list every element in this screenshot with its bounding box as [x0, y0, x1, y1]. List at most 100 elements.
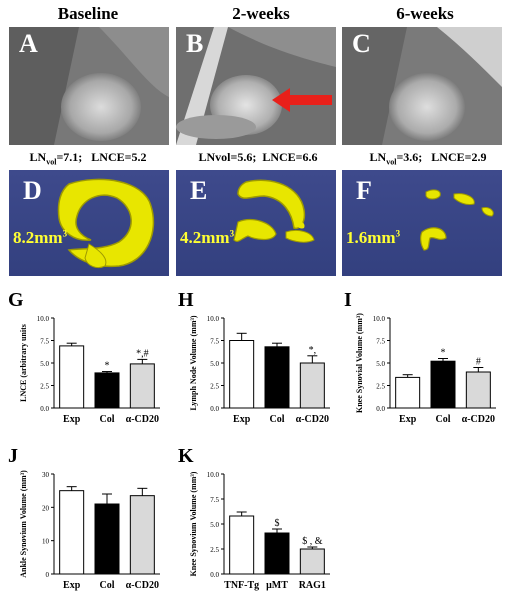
- ln-value: =7.1;: [56, 150, 83, 164]
- volume-value: 1.6mm: [346, 228, 396, 247]
- panel-label-i: I: [344, 289, 352, 311]
- ln-sub: vol: [386, 157, 397, 167]
- y-tick-label: 10.0: [207, 471, 220, 479]
- mri-panel-c: C: [342, 27, 502, 145]
- category-label: Col: [436, 414, 451, 425]
- category-label: Col: [270, 414, 285, 425]
- category-label: Exp: [63, 580, 81, 591]
- category-label: α-CD20: [126, 580, 159, 591]
- panel-label-a: A: [19, 29, 38, 58]
- chart-j: J 0 10 20 30 Ankle Synovium Volume (mm³) Exp Co…: [8, 445, 160, 591]
- y-tick-label: 0.0: [40, 405, 49, 413]
- significance-mark: #: [476, 357, 481, 368]
- volume-exp: 3: [229, 228, 235, 239]
- volume-label-f: 1.6mm3: [346, 228, 400, 248]
- category-label: α-CD20: [126, 414, 159, 425]
- y-tick-label: 2.5: [210, 546, 219, 554]
- lymph-node-mesh-f: [420, 189, 494, 251]
- volume-exp: 3: [395, 228, 401, 239]
- header-2-weeks: 2-weeks: [232, 4, 290, 23]
- y-tick-label: 5.0: [40, 360, 49, 368]
- bar: [299, 548, 325, 575]
- category-label: μMT: [266, 580, 288, 591]
- y-axis-label: LNCE (arbitrary units: [19, 324, 28, 402]
- bar: [430, 360, 456, 409]
- bar: [229, 340, 255, 409]
- category-label: Col: [100, 580, 115, 591]
- significance-mark: *: [441, 348, 446, 359]
- header-baseline: Baseline: [57, 4, 119, 23]
- render-panel-f: F 1.6mm3: [342, 170, 502, 276]
- category-label: Exp: [63, 414, 81, 425]
- bar: [264, 346, 290, 409]
- category-label: RAG1: [299, 580, 326, 591]
- ln-prefix: LN: [29, 150, 47, 164]
- y-tick-label: 0.0: [376, 405, 385, 413]
- category-label: Exp: [233, 414, 251, 425]
- volume-value: 8.2mm: [13, 228, 63, 247]
- y-tick-label: 10.0: [37, 315, 50, 323]
- bar: [129, 363, 155, 409]
- chart-h: H 0.0 2.5 5.0 7.5 10.0 Lymph Node Volume (mm³)…: [178, 289, 330, 425]
- mri-image-a: [9, 27, 169, 145]
- significance-mark: *,#: [136, 348, 149, 359]
- category-label: TNF-Tg: [224, 580, 259, 591]
- y-axis-label: Knee Synovial Volume (mm³): [355, 313, 364, 413]
- measurement-b: LNvol=5.6; LNCE=6.6: [173, 150, 343, 165]
- chart-i: I 0.0 2.5 5.0 7.5 10.0 Knee Synovial Volume (m…: [344, 289, 496, 425]
- lymph-node-mesh-d: [57, 178, 155, 269]
- y-tick-label: 30: [42, 471, 50, 479]
- bar: [465, 371, 491, 409]
- panel-label-d: D: [23, 176, 42, 205]
- y-tick-label: 2.5: [210, 383, 219, 391]
- y-tick-label: 2.5: [376, 383, 385, 391]
- mri-panel-a: A: [9, 27, 169, 145]
- significance-mark: *,: [309, 345, 317, 356]
- y-tick-label: 10.0: [207, 315, 220, 323]
- mri-image-c: [342, 27, 502, 145]
- y-tick-label: 7.5: [40, 338, 49, 346]
- ln-prefix: LNvol: [198, 150, 231, 164]
- chart-g: G 0.0 2.5 5.0 7.5 10.0 LNCE (arbitrary units Ex…: [8, 289, 160, 425]
- bar: [229, 515, 255, 575]
- ln-prefix: LN: [369, 150, 387, 164]
- y-tick-label: 20: [42, 504, 50, 512]
- category-label: Col: [100, 414, 115, 425]
- ln-sub: vol: [46, 157, 57, 167]
- bar: [94, 372, 120, 409]
- significance-mark: $ , &: [302, 536, 323, 547]
- volume-label-d: 8.2mm3: [13, 228, 67, 248]
- lnce-value: LNCE=6.6: [262, 150, 318, 164]
- y-tick-label: 10: [42, 538, 50, 546]
- bar: [299, 362, 325, 409]
- y-axis-label: Lymph Node Volume (mm³): [189, 315, 198, 410]
- bar: [94, 503, 120, 575]
- measurement-c: LNvol=3.6; LNCE=2.9: [343, 150, 513, 166]
- measurement-a: LNvol=7.1; LNCE=5.2: [3, 150, 173, 166]
- panel-label-f: F: [356, 176, 372, 205]
- y-tick-label: 0.0: [210, 571, 219, 579]
- render-panel-d: D 8.2mm3: [9, 170, 169, 276]
- y-axis-label: Knee Synovium Volume (mm³): [189, 471, 198, 576]
- panel-label-g: G: [8, 289, 24, 311]
- category-label: Exp: [399, 414, 417, 425]
- render-panel-e: E 4.2mm3: [176, 170, 336, 276]
- panel-label-e: E: [190, 176, 208, 205]
- panel-label-b: B: [186, 29, 204, 58]
- bar: [59, 345, 85, 409]
- volume-exp: 3: [62, 228, 68, 239]
- header-6-weeks: 6-weeks: [396, 4, 454, 23]
- arrow-icon: [272, 88, 332, 112]
- bar: [395, 376, 421, 409]
- bar: [264, 532, 290, 575]
- bar: [59, 490, 85, 575]
- category-label: α-CD20: [462, 414, 495, 425]
- panel-label-k: K: [178, 445, 194, 467]
- y-tick-label: 7.5: [210, 496, 219, 504]
- y-tick-label: 7.5: [210, 338, 219, 346]
- y-tick-label: 0: [46, 571, 50, 579]
- significance-mark: *: [105, 361, 110, 372]
- y-tick-label: 5.0: [210, 521, 219, 529]
- panel-label-c: C: [352, 29, 371, 58]
- mri-panel-b: B: [176, 27, 336, 145]
